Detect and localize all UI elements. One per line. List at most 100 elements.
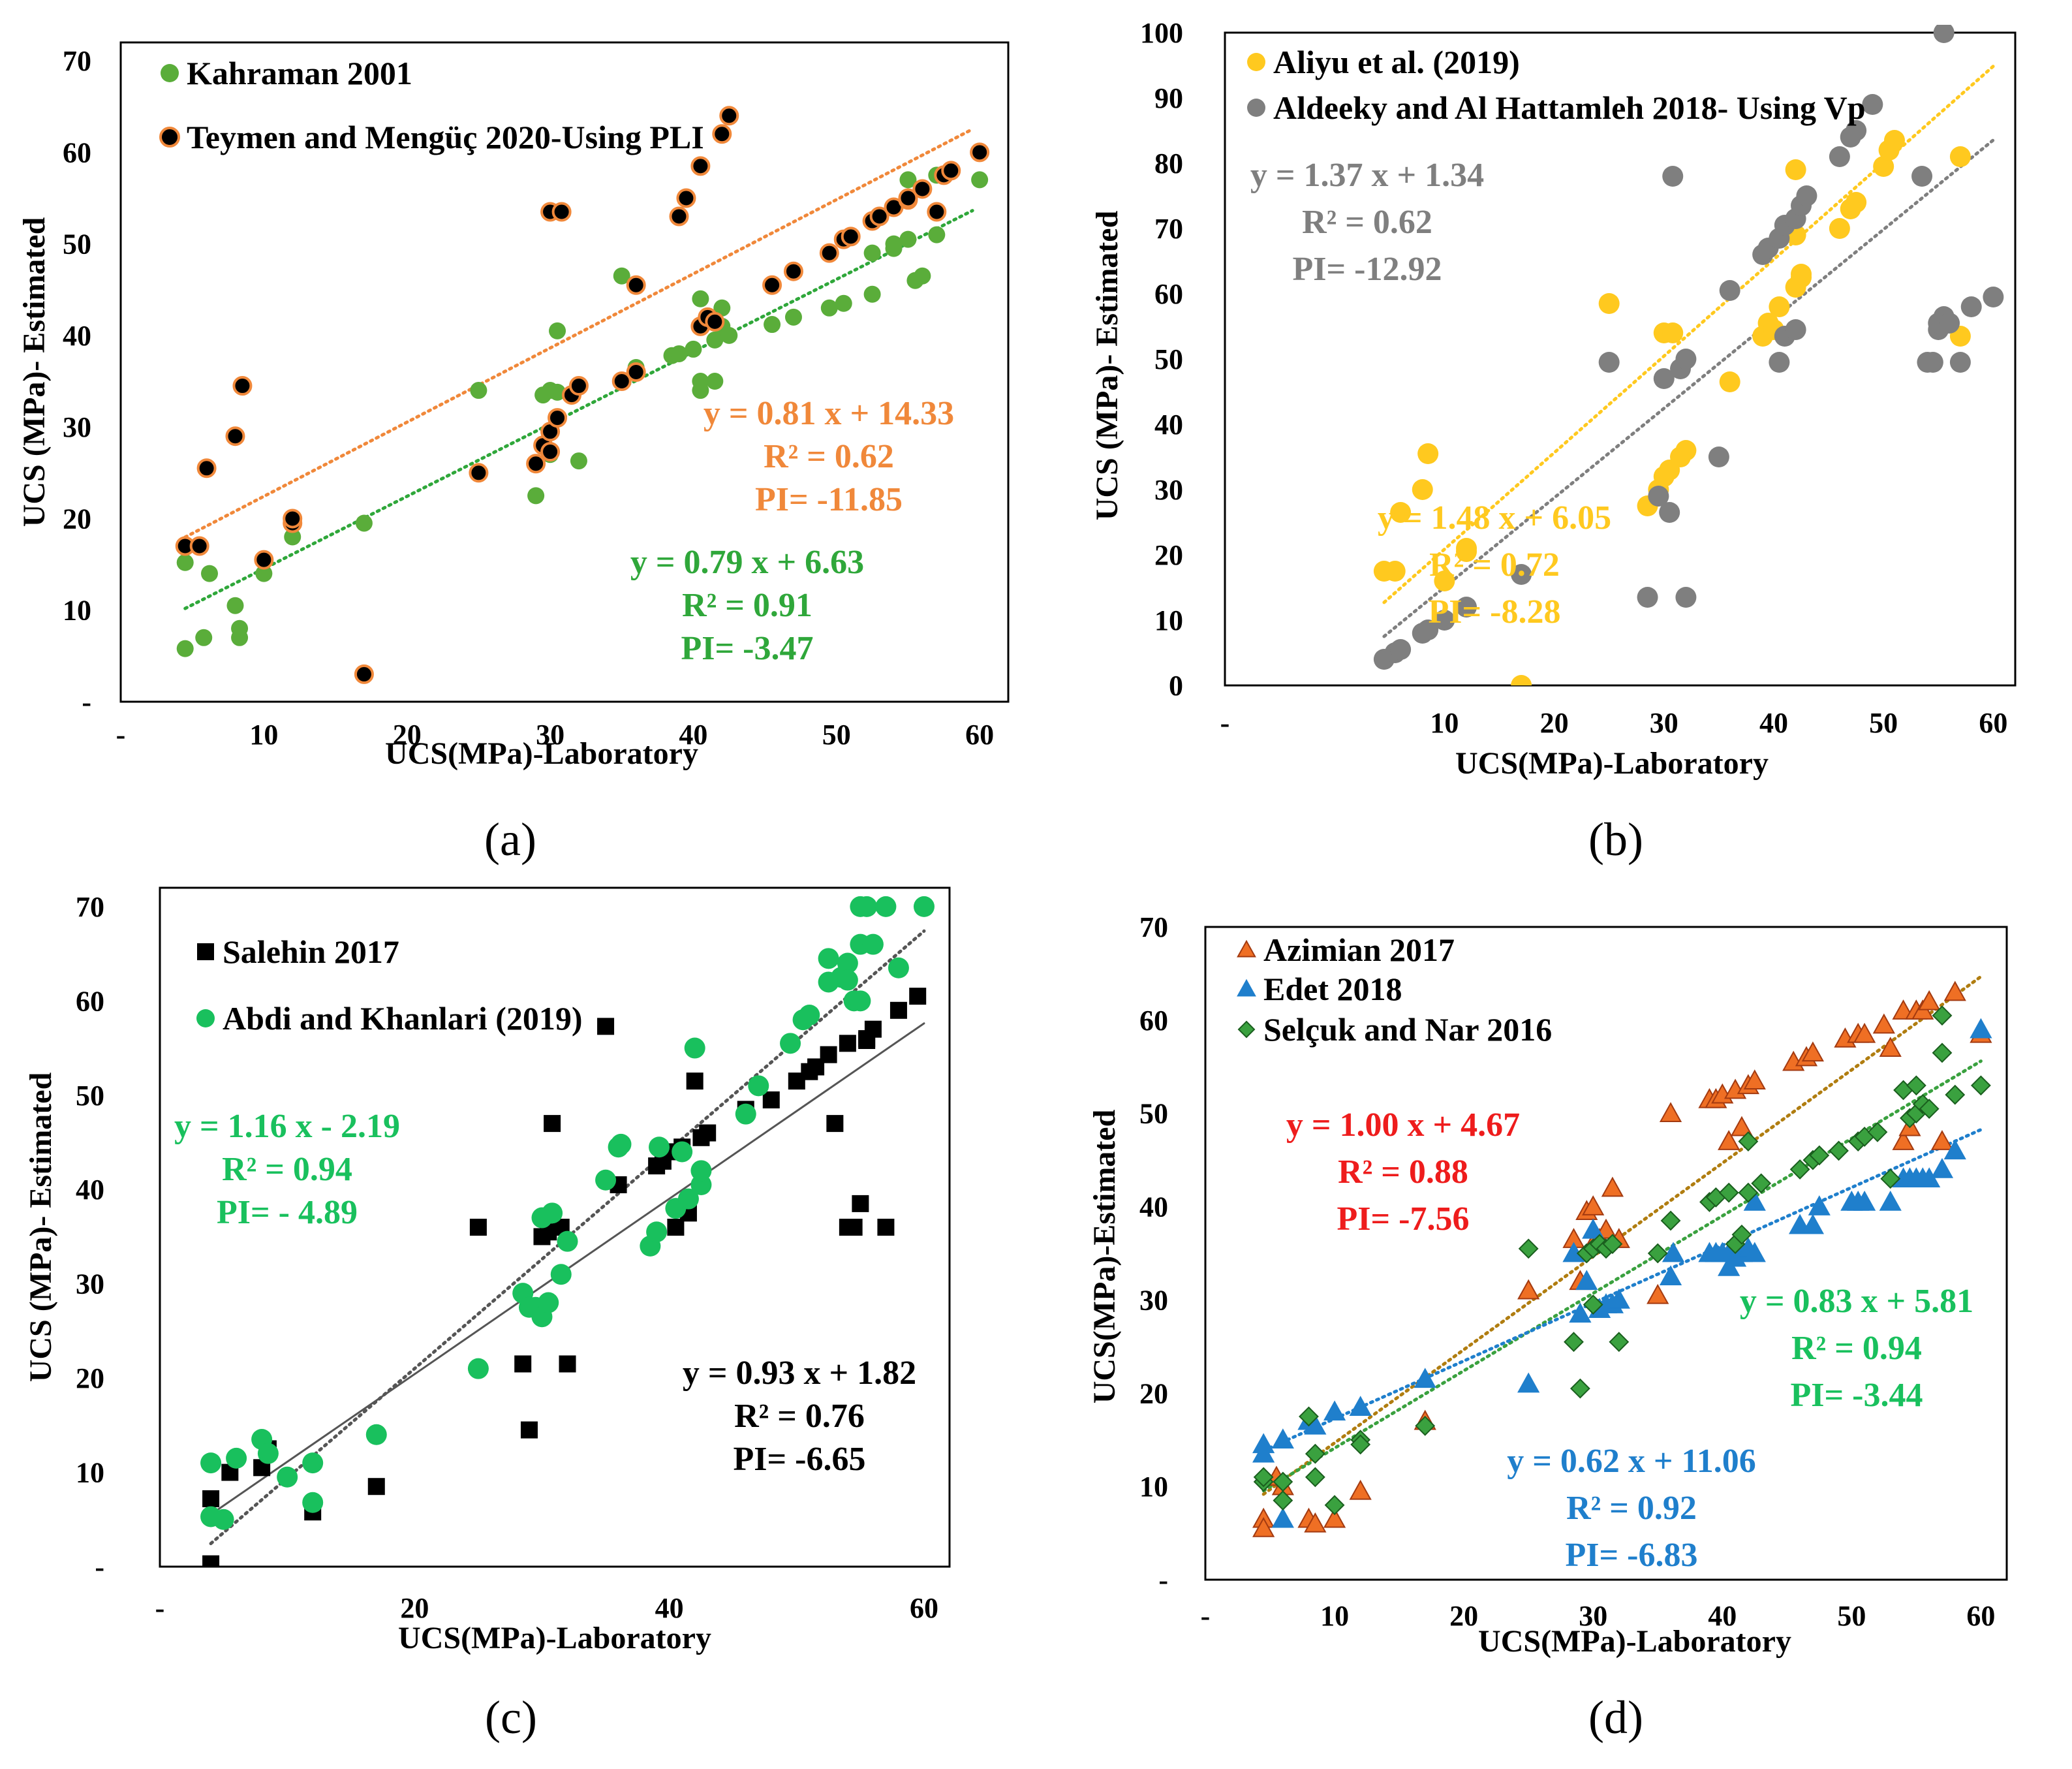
data-point <box>928 226 946 243</box>
data-point <box>1867 1121 1888 1142</box>
data-point <box>548 408 568 428</box>
data-point <box>819 243 839 263</box>
data-point <box>1949 146 1971 167</box>
legend-marker <box>1247 53 1265 71</box>
x-tick-label: 20 <box>393 719 422 751</box>
data-point <box>1569 1378 1590 1399</box>
data-point <box>195 629 213 646</box>
data-point <box>1918 990 1941 1010</box>
data-point <box>1738 1131 1759 1151</box>
y-tick-label: 10 <box>1154 604 1183 636</box>
data-point <box>277 1466 298 1488</box>
data-point <box>202 1490 220 1507</box>
data-point <box>971 171 989 189</box>
x-tick-label: 60 <box>965 719 994 751</box>
y-axis-title: UCS (MPa)- Estimated <box>1090 210 1124 520</box>
data-point <box>862 933 884 955</box>
fit-annotation: y = 0.81 x + 14.33 R² = 0.62 PI= -11.85 <box>704 395 954 518</box>
y-tick-label: - <box>82 686 91 718</box>
data-point <box>692 290 709 307</box>
fit-annotation-line: PI= -12.92 <box>1293 251 1442 288</box>
data-point <box>626 275 646 295</box>
plot-frame <box>1204 926 2008 1581</box>
data-point <box>712 124 732 144</box>
data-point <box>1414 1368 1436 1388</box>
x-tick-label: - <box>1201 1600 1211 1632</box>
data-point <box>1653 368 1675 389</box>
legend-label: Azimian 2017 <box>1263 931 1455 968</box>
data-point <box>1434 571 1455 591</box>
data-point <box>568 376 589 396</box>
data-point <box>669 206 689 227</box>
fit-annotation: y = 1.37 x + 1.34 R² = 0.62 PI= -12.92 <box>1250 157 1484 288</box>
data-point <box>783 261 803 281</box>
data-point <box>1598 352 1620 373</box>
data-point <box>354 664 374 684</box>
chart-panel-b: 0 10 20 30 40 50 60 70 80 90 100 - 10 20 30 40 50 60 UCS(M… <box>1090 17 2017 866</box>
data-point <box>1932 1042 1953 1063</box>
data-point <box>646 1221 668 1243</box>
x-tick-label: 40 <box>1759 707 1788 739</box>
data-point <box>613 267 630 285</box>
data-point <box>1252 1442 1275 1463</box>
data-point <box>1575 1270 1598 1291</box>
x-tick-label: 10 <box>249 719 278 751</box>
data-point <box>514 1355 532 1373</box>
data-point <box>1602 1234 1623 1255</box>
data-point <box>1601 1176 1624 1197</box>
data-point <box>1808 1195 1831 1215</box>
data-point <box>1809 1145 1830 1166</box>
data-point <box>914 267 931 285</box>
data-point <box>257 1443 279 1464</box>
chart-panel-c: - 10 20 30 40 50 60 70 - 20 40 60 UCS(MPa)-Laborator… <box>23 886 951 1744</box>
legend-marker <box>1247 99 1265 117</box>
data-point <box>232 376 253 396</box>
data-point <box>1873 156 1894 177</box>
y-tick-label: 70 <box>63 45 91 77</box>
data-point <box>1970 1018 1992 1039</box>
plot-frame <box>159 886 951 1568</box>
data-point <box>201 565 218 582</box>
data-point <box>837 969 858 991</box>
data-point <box>595 1169 617 1191</box>
y-tick-label: 10 <box>76 1457 104 1489</box>
legend-marker <box>159 127 180 148</box>
fit-annotation-line: y = 1.16 x - 2.19 <box>174 1108 400 1145</box>
data-point <box>1801 1213 1825 1234</box>
data-point <box>927 202 947 222</box>
y-tick-label: 30 <box>76 1268 104 1300</box>
x-tick-label: 10 <box>1320 1600 1349 1632</box>
data-point <box>254 550 274 570</box>
data-point <box>1583 1294 1603 1315</box>
fit-annotation-line: R² = 0.62 <box>1302 204 1432 241</box>
data-point <box>1662 322 1684 343</box>
data-point <box>467 1358 489 1379</box>
y-tick-label: 70 <box>1154 213 1183 245</box>
data-point <box>1323 1400 1346 1421</box>
data-point <box>1743 1242 1766 1262</box>
x-tick-label: - <box>116 719 126 751</box>
data-point <box>1879 1190 1902 1211</box>
legend-label: Selçuk and Nar 2016 <box>1263 1011 1552 1048</box>
data-point <box>1660 1210 1681 1231</box>
data-point <box>1791 267 1812 288</box>
data-point <box>764 316 781 334</box>
fit-annotation-line: y = 1.48 x + 6.05 <box>1378 499 1611 537</box>
data-point <box>1675 587 1697 608</box>
data-point <box>1415 1415 1436 1436</box>
fit-annotation-line: PI= -7.56 <box>1337 1200 1470 1238</box>
plot-area <box>175 106 990 684</box>
y-tick-label: 10 <box>63 595 91 627</box>
data-point <box>520 1421 538 1439</box>
data-point <box>856 896 878 917</box>
data-point <box>1853 1022 1876 1043</box>
data-point <box>684 1037 705 1059</box>
series-abdi-and-khanlari-2019- <box>200 896 935 1530</box>
data-point <box>649 1136 670 1158</box>
data-point <box>909 988 927 1005</box>
fit-annotation: y = 0.79 x + 6.63 R² = 0.91 PI= -3.47 <box>630 544 864 667</box>
data-point <box>1943 1139 1966 1160</box>
data-point <box>1719 280 1740 301</box>
data-point <box>780 1033 801 1054</box>
data-point <box>1853 1190 1876 1211</box>
